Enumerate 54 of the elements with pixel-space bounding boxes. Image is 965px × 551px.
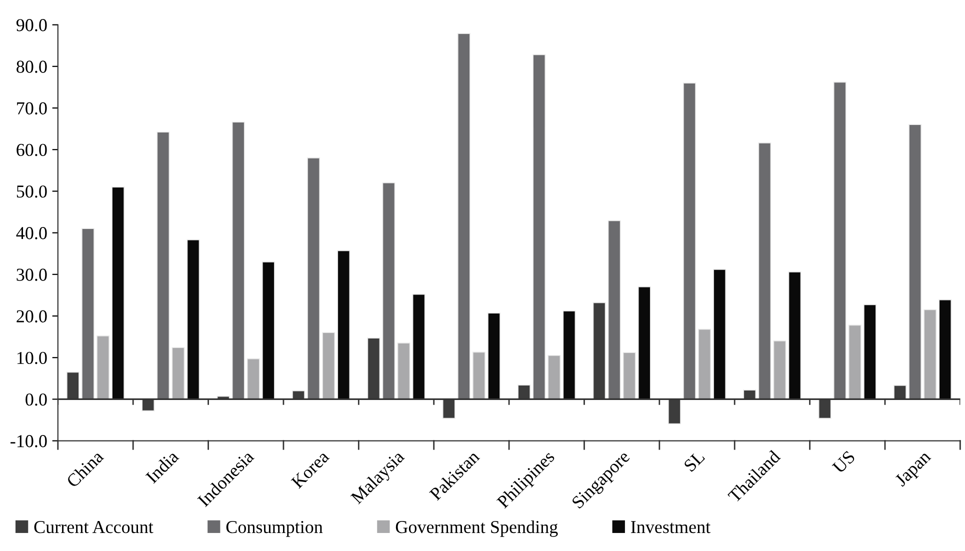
bar bbox=[172, 347, 185, 400]
bar bbox=[924, 309, 937, 400]
bar bbox=[848, 324, 862, 400]
bar bbox=[96, 336, 110, 400]
bar bbox=[773, 340, 786, 400]
legend-label: Government Spending bbox=[396, 520, 558, 537]
y-tick-label: -10.0 bbox=[10, 435, 47, 448]
bar bbox=[638, 286, 651, 400]
x-tick-label: SL bbox=[683, 450, 706, 472]
bar bbox=[683, 82, 696, 400]
bar bbox=[322, 332, 336, 400]
bar bbox=[488, 312, 500, 400]
bar bbox=[532, 54, 546, 400]
bar bbox=[337, 250, 350, 400]
y-tick-label: 50.0 bbox=[16, 185, 47, 198]
y-tick-label: 60.0 bbox=[16, 144, 47, 156]
bar bbox=[412, 294, 426, 400]
bar bbox=[457, 33, 470, 400]
bar bbox=[382, 182, 396, 400]
y-tick-label: 90.0 bbox=[16, 19, 47, 32]
x-tick-label: US bbox=[832, 450, 856, 474]
bar bbox=[713, 268, 726, 400]
bar bbox=[908, 124, 922, 400]
legend-label: Consumption bbox=[226, 521, 323, 537]
bar bbox=[307, 157, 320, 400]
bar bbox=[262, 262, 275, 400]
bar bbox=[758, 142, 772, 400]
bar bbox=[622, 352, 636, 400]
bar bbox=[938, 299, 952, 400]
bar bbox=[397, 342, 410, 400]
bar bbox=[472, 352, 486, 400]
bar bbox=[562, 310, 576, 400]
x-tick-label: India bbox=[144, 449, 180, 484]
y-tick-label: 20.0 bbox=[16, 310, 47, 323]
y-tick-label: 70.0 bbox=[17, 102, 47, 115]
bar bbox=[788, 271, 802, 400]
y-tick-label: 80.0 bbox=[16, 60, 47, 73]
legend-label: Current Account bbox=[34, 521, 154, 534]
bar bbox=[156, 132, 170, 400]
bar bbox=[833, 82, 846, 400]
bar bbox=[246, 358, 260, 400]
bar bbox=[232, 122, 245, 400]
bar bbox=[82, 228, 94, 400]
y-tick-label: 0.0 bbox=[26, 393, 47, 406]
bar bbox=[186, 239, 200, 400]
y-tick-label: 10.0 bbox=[17, 352, 47, 364]
y-tick-label: 30.0 bbox=[16, 268, 47, 281]
bar bbox=[548, 355, 561, 400]
bar bbox=[112, 186, 124, 400]
bar bbox=[864, 304, 876, 400]
bar bbox=[608, 220, 621, 400]
bar bbox=[698, 328, 711, 400]
legend-label: Investment bbox=[631, 521, 710, 534]
y-tick-label: 40.0 bbox=[16, 227, 47, 240]
